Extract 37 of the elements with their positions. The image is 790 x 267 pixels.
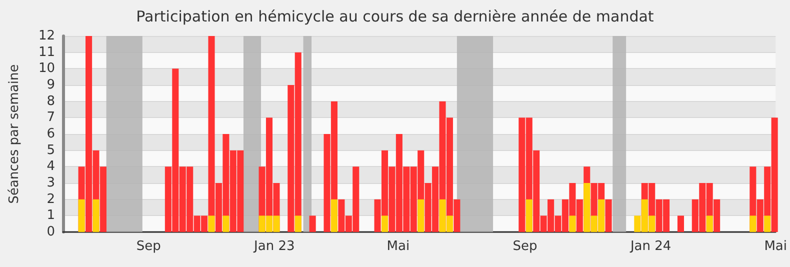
- y-tick-label: 4: [46, 159, 55, 174]
- bar: [208, 216, 215, 232]
- bar: [222, 216, 230, 232]
- x-tick-label: Jan 23: [253, 239, 295, 254]
- y-tick-label: 10: [38, 61, 55, 76]
- bar: [526, 199, 532, 232]
- y-tick-label: 6: [46, 126, 55, 142]
- y-axis-title: Séances par semaine: [7, 64, 22, 204]
- bar: [750, 216, 756, 232]
- y-tick-label: 11: [38, 44, 55, 60]
- x-tick-label: Sep: [136, 239, 161, 254]
- bar: [330, 199, 338, 232]
- bar: [569, 216, 576, 232]
- x-tick-label: Mai: [386, 239, 410, 254]
- bar: [706, 216, 713, 232]
- y-tick-label: 1: [46, 208, 55, 224]
- y-tick-label: 9: [46, 78, 55, 92]
- bar: [294, 216, 302, 232]
- bar: [418, 199, 424, 232]
- bar: [677, 216, 684, 232]
- x-tick-label: Mai: [764, 239, 787, 254]
- x-tick-label: Sep: [512, 239, 538, 254]
- bar: [764, 216, 771, 232]
- bar: [605, 199, 612, 232]
- y-tick-label: 3: [46, 176, 55, 190]
- y-tick-label: 5: [46, 142, 55, 158]
- y-tick-label: 0: [46, 224, 55, 240]
- x-tick-label: Jan 24: [629, 239, 672, 254]
- y-tick-label: 12: [38, 28, 55, 44]
- bar: [381, 216, 388, 232]
- bar: [309, 216, 316, 232]
- bar: [92, 199, 100, 232]
- y-tick-label: 7: [46, 110, 55, 126]
- y-tick-label: 8: [46, 94, 55, 109]
- bar: [78, 199, 85, 232]
- y-tick-label: 2: [46, 192, 55, 207]
- chart-title: Participation en hémicycle au cours de sa dernière année de mandat: [136, 8, 654, 26]
